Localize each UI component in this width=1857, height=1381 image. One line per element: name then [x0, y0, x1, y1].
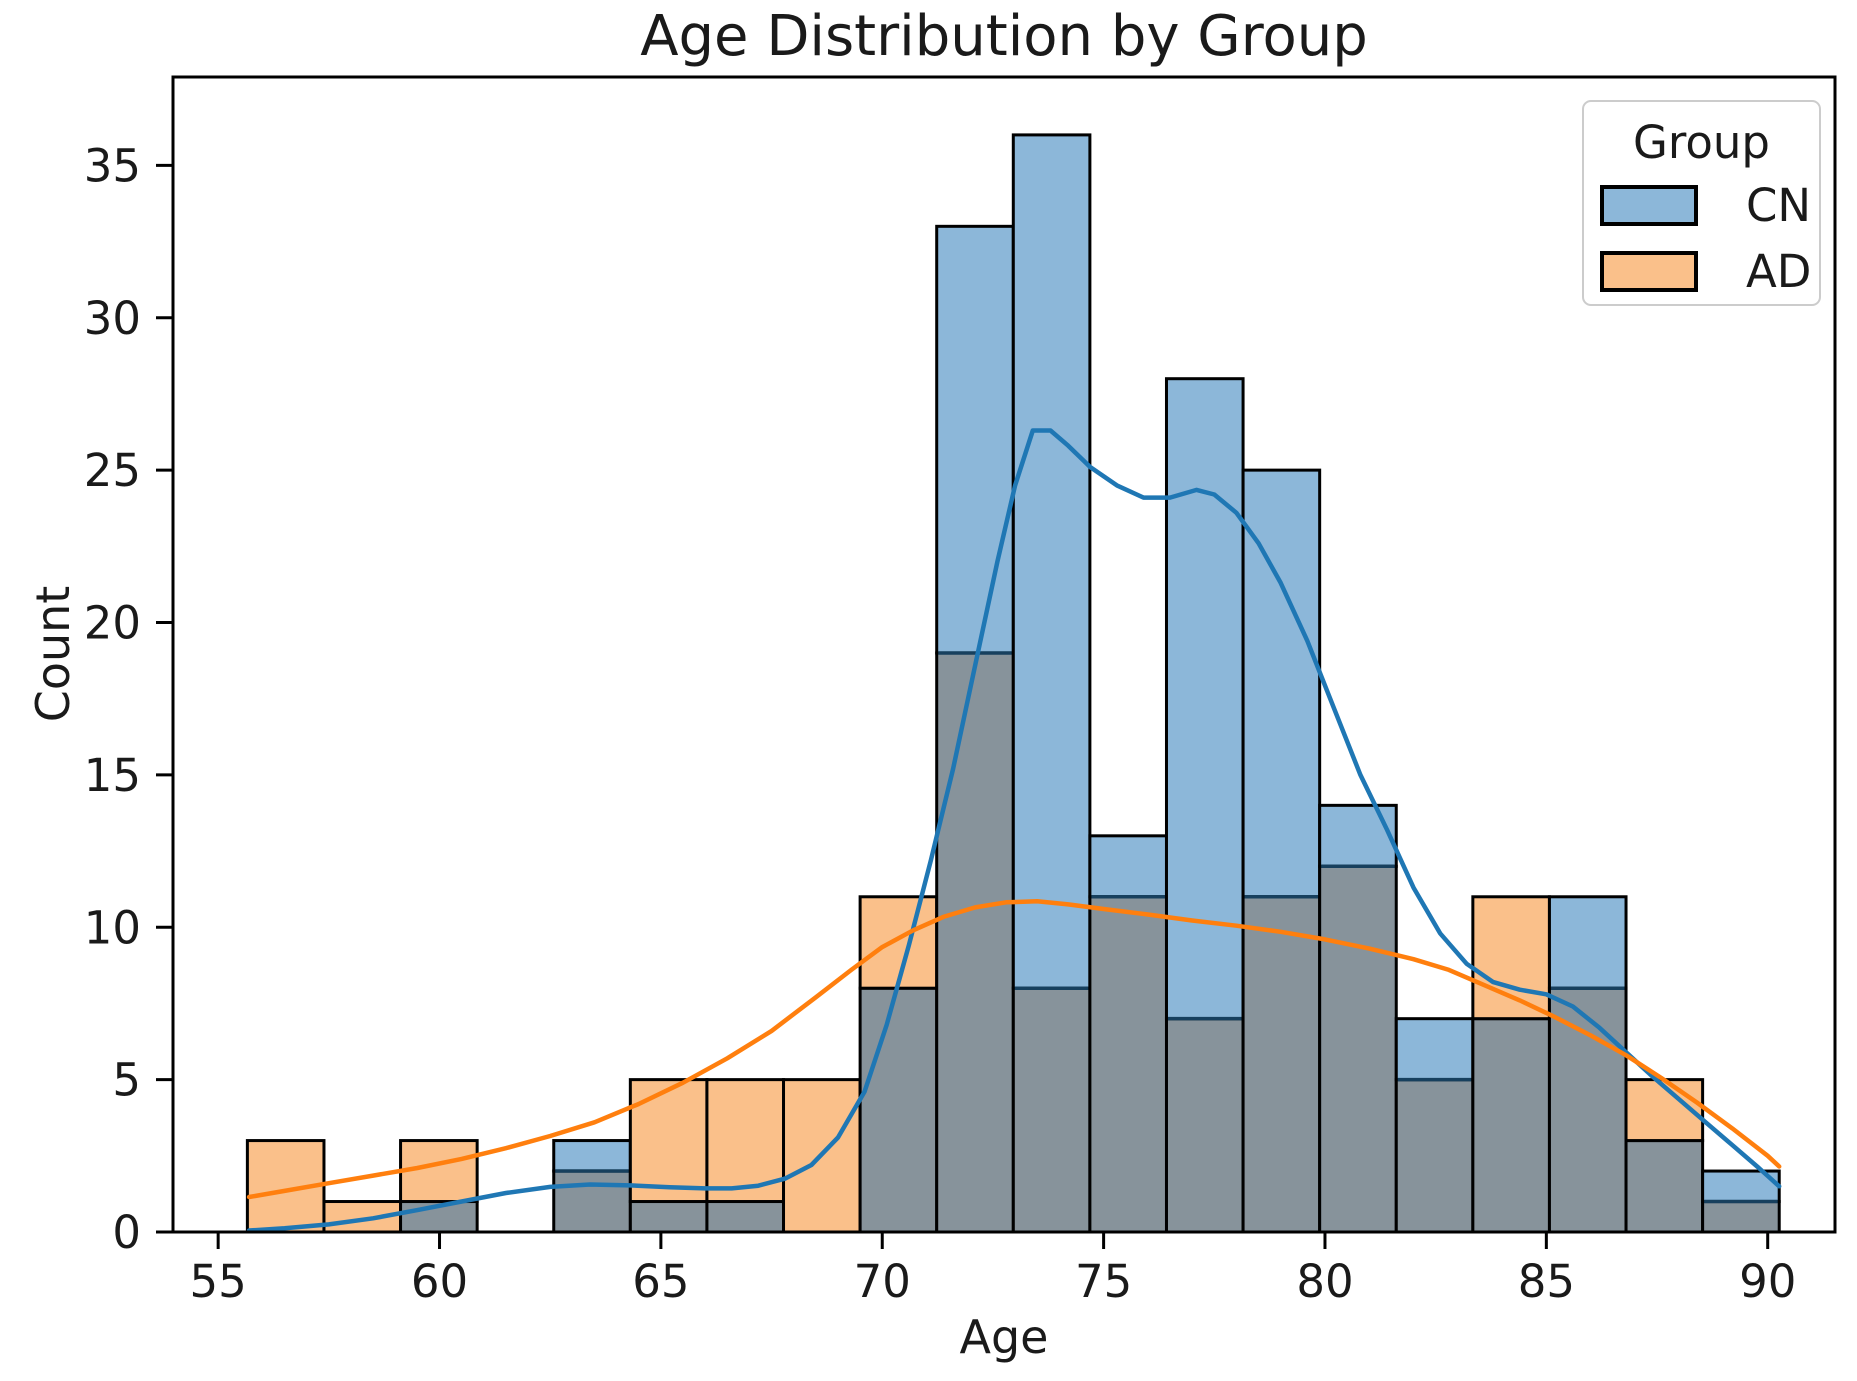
legend-title: Group: [1633, 116, 1770, 169]
cn-bar: [1011, 133, 1092, 990]
histogram-bars: [245, 133, 1781, 1234]
y-tick-label: 30: [84, 292, 141, 345]
chart-title: Age Distribution by Group: [640, 4, 1368, 69]
overlap-bar: [1701, 1200, 1781, 1234]
overlap-bar: [552, 1169, 632, 1234]
overlap-bar: [705, 1200, 786, 1234]
overlap-bar: [1547, 986, 1628, 1234]
cn-bar: [935, 224, 1015, 655]
cn-swatch-icon: [1600, 185, 1698, 226]
y-tick-label: 10: [84, 901, 141, 954]
cn-bar: [1318, 803, 1398, 868]
cn-bar: [1547, 895, 1628, 990]
y-axis-label: Count: [26, 585, 80, 723]
x-tick-label: 60: [411, 1255, 468, 1308]
y-tick-label: 35: [84, 139, 141, 192]
x-tick-label: 70: [854, 1255, 911, 1308]
overlap-bar: [935, 651, 1015, 1234]
kde-curves: [246, 428, 1782, 1232]
legend-label-ad: AD: [1746, 245, 1812, 298]
axis-ticks: 55 60 65 70 75 80 85 90 0 5 10 15 20 25 30 35: [84, 139, 1797, 1308]
x-tick-label: 75: [1075, 1255, 1132, 1308]
overlap-bar: [1088, 895, 1168, 1234]
overlap-bar: [1241, 895, 1322, 1234]
x-axis-label: Age: [959, 1310, 1049, 1364]
cn-bar: [1088, 834, 1168, 899]
x-tick-label: 80: [1296, 1255, 1353, 1308]
ad-bar: [399, 1139, 479, 1204]
legend: Group CN AD: [1582, 100, 1821, 306]
y-tick-label: 25: [84, 444, 141, 497]
x-tick-label: 65: [632, 1255, 689, 1308]
x-tick-label: 85: [1518, 1255, 1575, 1308]
ad-bar: [628, 1078, 709, 1204]
legend-label-cn: CN: [1746, 179, 1812, 232]
overlap-bar: [1011, 986, 1092, 1234]
overlap-bar: [1318, 864, 1398, 1234]
x-tick-label: 90: [1739, 1255, 1796, 1308]
overlap-bar: [858, 986, 939, 1234]
kde-line-cn: [246, 428, 1782, 1232]
axes-spines: [171, 75, 1837, 1234]
cn-bar: [552, 1139, 632, 1173]
ad-swatch-icon: [1600, 251, 1698, 292]
kde-line-ad: [246, 899, 1782, 1200]
x-tick-label: 55: [190, 1255, 247, 1308]
y-tick-label: 20: [84, 597, 141, 650]
overlap-bar: [628, 1200, 709, 1234]
y-tick-label: 5: [112, 1054, 141, 1107]
overlap-bar: [1471, 1017, 1551, 1234]
overlap-bar: [1394, 1078, 1475, 1234]
overlap-bar: [1164, 1017, 1245, 1234]
y-tick-label: 15: [84, 749, 141, 802]
cn-bar: [1394, 1017, 1475, 1082]
overlap-bar: [1624, 1139, 1705, 1234]
y-tick-label: 0: [112, 1206, 141, 1259]
ad-bar: [1471, 895, 1551, 1021]
